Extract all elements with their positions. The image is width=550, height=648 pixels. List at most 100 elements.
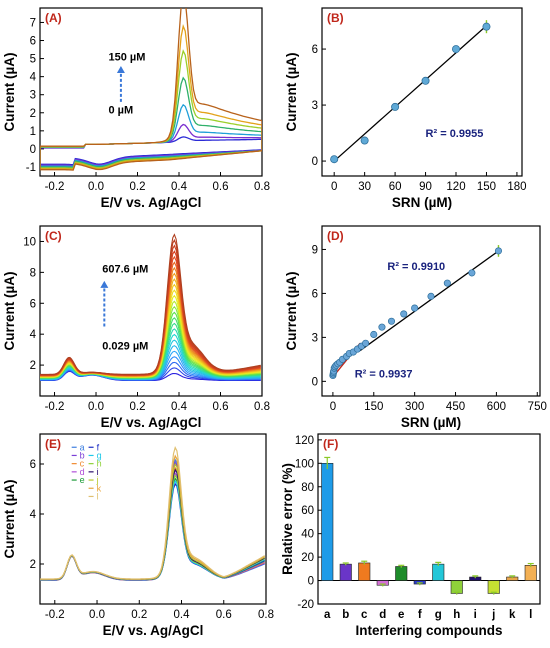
x-tick-label: 0.4 [171,401,188,413]
data-point [421,76,430,85]
x-tick-label: 120 [446,181,465,193]
y-tick-label: 6 [312,44,318,56]
y-tick-label: 10 [23,236,36,248]
panel-label: (F) [323,437,338,451]
annotation-top: 150 µM [108,51,145,63]
x-tick-label: 150 [364,401,383,413]
x-tick-label: 0.8 [258,609,274,621]
y-tick-label: 100 [295,458,314,470]
y-tick-label: 0 [30,144,36,156]
y-axis-title: Current (µA) [284,52,299,131]
r2-label: R² = 0.9955 [426,128,484,140]
x-tick-label: 300 [405,401,424,413]
interference-curve [40,471,265,581]
y-tick-label: 0 [312,156,318,168]
data-point [370,330,378,338]
y-tick-label: 2 [30,108,36,120]
y-tick-label: 3 [312,100,318,112]
data-point [391,102,400,111]
interference-curve [40,454,265,580]
x-tick-label: 0.0 [88,181,104,193]
x-category-label: j [491,609,495,621]
dpv-curve [40,250,261,376]
data-point [468,269,476,277]
x-axis-title: SRN (µM) [401,415,461,430]
data-point [387,317,396,325]
legend-label: h [97,459,102,469]
data-point [330,155,339,164]
x-tick-label: 0.4 [171,181,188,193]
panel-label: (B) [327,11,344,25]
dpv-curve [40,261,261,377]
panel-label: (C) [45,229,62,243]
x-category-label: h [453,609,460,621]
x-axis-title: E/V vs. Ag/AgCl [103,623,204,638]
x-tick-label: 0.6 [213,401,229,413]
x-tick-label: 30 [358,181,371,193]
x-tick-label: 0.4 [174,609,191,621]
y-tick-label: 80 [301,482,314,494]
dpv-curve [40,244,261,376]
panel-label: (E) [45,437,61,451]
y-tick-label: 0 [308,576,314,588]
y-tick-label: 4 [30,329,37,341]
x-tick-label: 0.8 [254,401,270,413]
y-tick-label: 6 [30,298,36,310]
plot-frame [321,225,541,397]
panel-label: (D) [327,229,344,243]
x-tick-label: 600 [487,401,506,413]
dpv-curve [40,255,261,376]
plot-frame [39,225,263,397]
y-tick-label: 1 [30,126,36,138]
x-tick-label: 0.2 [130,401,146,413]
interference-curve [40,482,265,581]
data-point [452,45,461,54]
legend-label: b [80,450,85,460]
y-tick-label: 0 [312,376,318,388]
plot-frame [39,7,263,177]
y-axis-title: Current (µA) [2,479,17,558]
y-tick-label: 7 [30,17,36,29]
legend-label: c [80,459,85,469]
cv-curve [40,49,262,169]
panel-label: (A) [45,11,62,25]
r2-low-label: R² = 0.9937 [355,369,413,381]
bar [487,580,500,594]
x-tick-label: 450 [446,401,465,413]
legend-label: d [80,467,85,477]
y-tick-label: 3 [312,332,318,344]
dpv-curve [40,317,261,379]
data-point [378,323,386,331]
y-axis-title: Current (µA) [2,271,17,350]
data-point [443,279,451,287]
x-tick-label: 0.6 [216,609,232,621]
interference-curve [40,458,265,581]
y-tick-label: 3 [30,90,36,102]
x-tick-label: 0.0 [89,609,105,621]
data-point [360,136,369,145]
interference-curve [40,445,266,580]
annotation-bottom: 0 µM [108,105,133,117]
y-tick-label: 6 [30,459,36,471]
x-category-label: e [398,609,404,621]
x-category-label: k [509,609,516,621]
y-tick-label: 8 [30,267,36,279]
panel-a: -0.2 0.0 0.2 0.4 0.6 0.8 -1 0 1 2 3 4 5 6 7 E/V vs. Ag/… [2,7,270,210]
interference-curve [40,477,265,581]
x-tick-label: 0 [330,401,336,413]
arrow-head [116,66,125,74]
r2-high-label: R² = 0.9910 [387,261,445,273]
x-category-label: d [379,609,386,621]
plot-frame [317,433,541,605]
x-tick-label: 90 [419,181,432,193]
data-point [362,339,370,347]
interference-curve [40,462,265,580]
x-category-label: l [529,609,532,621]
data-point [411,304,419,312]
y-tick-label: 40 [301,529,314,541]
x-tick-label: 0.8 [254,181,270,193]
x-tick-label: 0.2 [130,181,146,193]
x-tick-label: 0.2 [131,609,147,621]
panel-d: 0 150 300 450 600 750 0 3 6 9 SRN (µM) Current (µA)… [284,225,547,430]
